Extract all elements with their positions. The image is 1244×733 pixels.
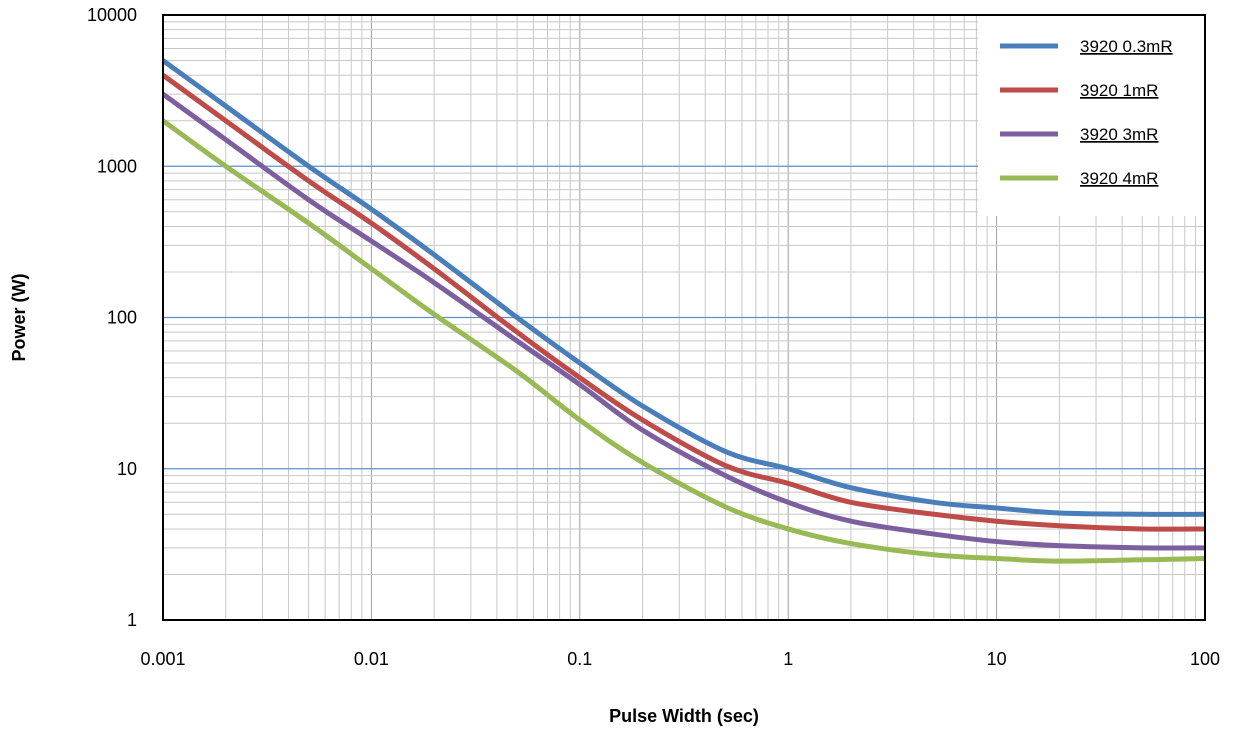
y-tick-label: 10 — [117, 459, 137, 479]
plot-area-frame — [162, 14, 1206, 621]
y-axis-title: Power (W) — [9, 273, 29, 361]
y-tick-label: 10000 — [87, 5, 137, 25]
y-tick-label: 100 — [107, 308, 137, 328]
x-tick-label: 1 — [783, 649, 793, 669]
x-tick-label: 100 — [1190, 649, 1220, 669]
legend-label: 3920 1mR — [1080, 81, 1158, 100]
legend-label: 3920 0.3mR — [1080, 37, 1173, 56]
series-line-3 — [161, 92, 1206, 551]
x-tick-label: 0.1 — [567, 649, 592, 669]
legend: 3920 0.3mR 3920 1mR 3920 3mR 3920 4mR — [978, 16, 1204, 216]
x-axis-title: Pulse Width (sec) — [609, 706, 759, 726]
legend-label: 3920 3mR — [1080, 125, 1158, 144]
tick-labels: 0.001 0.01 0.1 1 10 100 1 10 100 1000 10000 — [87, 5, 1220, 669]
x-tick-label: 0.01 — [354, 649, 389, 669]
series-line-1 — [161, 58, 1206, 517]
legend-box — [978, 16, 1204, 216]
series-layer — [161, 58, 1206, 564]
y-tick-label: 1 — [127, 610, 137, 630]
y-tick-label: 1000 — [97, 156, 137, 176]
legend-label: 3920 4mR — [1080, 169, 1158, 188]
series-line-2 — [161, 73, 1206, 532]
x-tick-label: 0.001 — [140, 649, 185, 669]
series-line-4 — [161, 118, 1206, 564]
x-tick-label: 10 — [987, 649, 1007, 669]
